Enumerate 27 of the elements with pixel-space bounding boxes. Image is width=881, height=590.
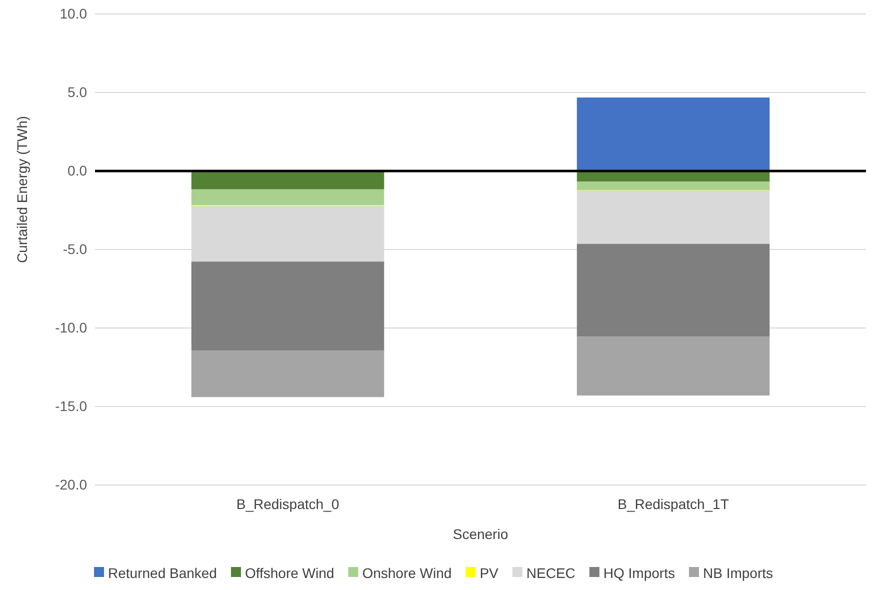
legend-label: NB Imports	[702, 565, 773, 581]
bar	[576, 182, 770, 190]
bar	[191, 189, 384, 206]
y-tick-label: 10.0	[60, 5, 88, 22]
legend-label: HQ Imports	[603, 565, 675, 581]
legend-label: NECEC	[526, 565, 576, 581]
x-tick-label: B_Redispatch_1T	[618, 496, 730, 512]
y-tick-label: -10.0	[55, 319, 88, 336]
y-tick-label: -20.0	[55, 476, 88, 492]
x-tick-label: B_Redispatch_0	[236, 496, 340, 512]
legend-label: Returned Banked	[108, 565, 217, 581]
bar	[191, 350, 384, 398]
y-axis-title: Curtailed Energy (TWh)	[14, 116, 30, 264]
bar	[576, 336, 770, 396]
legend-label: Onshore Wind	[362, 565, 452, 581]
bar	[191, 262, 384, 350]
bar	[576, 244, 770, 337]
y-tick-label: 5.0	[68, 84, 88, 100]
legend-label: Offshore Wind	[244, 565, 334, 581]
y-tick-label: -15.0	[55, 398, 88, 414]
bar	[576, 98, 770, 171]
y-tick-label: -5.0	[62, 240, 88, 257]
x-axis-title: Scenerio	[452, 526, 508, 542]
legend-label: PV	[480, 565, 500, 581]
bar	[576, 190, 770, 244]
y-tick-label: 0.0	[68, 162, 88, 178]
bar	[191, 171, 384, 190]
